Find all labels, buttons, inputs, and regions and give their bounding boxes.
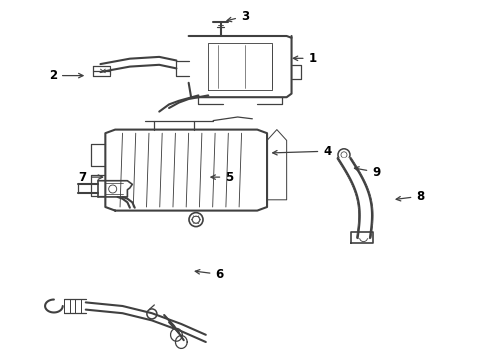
Polygon shape bbox=[358, 201, 371, 203]
Polygon shape bbox=[357, 195, 369, 197]
Polygon shape bbox=[340, 161, 353, 162]
Polygon shape bbox=[360, 209, 372, 211]
Polygon shape bbox=[358, 235, 370, 238]
Polygon shape bbox=[358, 234, 370, 235]
Polygon shape bbox=[352, 183, 366, 185]
Polygon shape bbox=[344, 168, 358, 171]
Polygon shape bbox=[360, 219, 372, 221]
Polygon shape bbox=[338, 158, 352, 161]
Polygon shape bbox=[359, 203, 371, 205]
Polygon shape bbox=[351, 181, 365, 183]
Polygon shape bbox=[349, 177, 363, 179]
Polygon shape bbox=[347, 172, 360, 175]
Polygon shape bbox=[358, 231, 371, 234]
Polygon shape bbox=[354, 187, 367, 189]
Polygon shape bbox=[345, 171, 359, 172]
Text: 1: 1 bbox=[294, 52, 317, 65]
Text: 5: 5 bbox=[211, 171, 233, 184]
Polygon shape bbox=[359, 205, 371, 207]
Polygon shape bbox=[359, 224, 372, 225]
Polygon shape bbox=[360, 211, 372, 213]
Polygon shape bbox=[356, 191, 368, 193]
Polygon shape bbox=[343, 167, 357, 168]
Polygon shape bbox=[356, 193, 369, 195]
Polygon shape bbox=[355, 189, 368, 191]
Polygon shape bbox=[360, 221, 372, 224]
Text: 6: 6 bbox=[195, 268, 223, 281]
Text: 8: 8 bbox=[396, 190, 424, 203]
Polygon shape bbox=[359, 207, 372, 209]
Polygon shape bbox=[357, 197, 370, 199]
Polygon shape bbox=[359, 228, 371, 229]
Polygon shape bbox=[353, 185, 366, 187]
Polygon shape bbox=[360, 213, 372, 215]
Polygon shape bbox=[342, 165, 355, 167]
Polygon shape bbox=[350, 179, 364, 181]
Polygon shape bbox=[359, 225, 371, 228]
Text: 7: 7 bbox=[78, 171, 102, 184]
Polygon shape bbox=[360, 217, 372, 219]
Text: 4: 4 bbox=[273, 145, 331, 158]
Polygon shape bbox=[360, 215, 372, 217]
Text: 9: 9 bbox=[354, 166, 380, 179]
Polygon shape bbox=[341, 162, 354, 165]
Text: 2: 2 bbox=[49, 69, 83, 82]
Text: 3: 3 bbox=[227, 10, 249, 23]
Polygon shape bbox=[348, 175, 361, 177]
Polygon shape bbox=[358, 199, 370, 201]
Polygon shape bbox=[359, 229, 371, 231]
